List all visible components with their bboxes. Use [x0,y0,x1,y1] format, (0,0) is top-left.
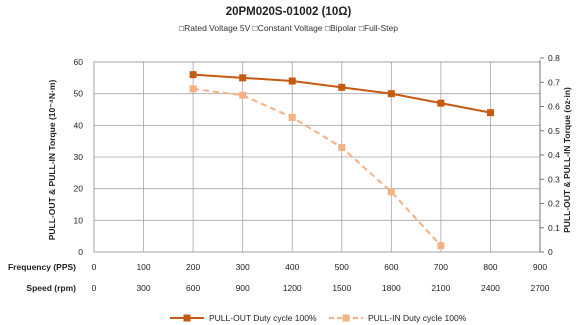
y-right-tick-label: 0.3 [548,174,560,184]
legend-item-pull-out: PULL-OUT Duty cycle 100% [170,313,317,323]
grid-lines [93,61,541,253]
speed-tick-label: 900 [236,283,250,293]
y-right-tick-label: 0.4 [548,150,560,160]
series-pull-out [189,71,494,117]
series-layer [189,71,494,250]
x-tick-label: 300 [236,262,250,272]
data-point-marker [338,144,346,151]
chart-subtitle: □Rated Voltage 5V □Constant Voltage □Bip… [179,23,398,33]
right-axis: 0 0.1 0.2 0.3 0.4 0.5 0.6 0.7 0.8 [539,53,560,257]
data-point-marker [288,77,296,85]
legend-swatch-marker [342,314,350,322]
y-left-tick-label: 40 [74,120,84,130]
speed-axis: 0 300 600 900 1200 1500 1800 2100 2400 2700 [92,283,550,293]
y-right-tick-label: 0.5 [548,126,560,136]
x-tick-label: 200 [186,262,200,272]
speed-tick-label: 600 [186,283,200,293]
y-left-tick-label: 30 [74,152,84,162]
legend-item-pull-in: PULL-IN Duty cycle 100% [329,313,467,323]
data-point-marker [239,74,247,82]
speed-axis-label: Speed (rpm) [26,283,76,293]
data-point-marker [437,99,445,107]
data-point-marker [387,90,395,98]
y-right-tick-label: 0.6 [548,102,560,112]
x-tick-label: 500 [335,262,349,272]
y-right-tick-label: 0 [548,247,553,257]
x-tick-label: 400 [285,262,299,272]
y-left-tick-label: 0 [78,247,83,257]
legend-label-pull-out: PULL-OUT Duty cycle 100% [209,313,317,323]
speed-tick-label: 1200 [283,283,302,293]
speed-tick-label: 1500 [332,283,351,293]
legend-swatch-marker [183,314,191,322]
x-tick-label: 0 [92,262,97,272]
data-point-marker [288,113,296,121]
y-right-tick-label: 0.7 [548,77,560,87]
chart-title: 20PM020S-01002 (10Ω) [225,6,352,18]
frequency-axis: 0 100 200 300 400 500 600 700 800 900 [92,262,548,272]
legend: PULL-OUT Duty cycle 100% PULL-IN Duty cy… [170,313,467,323]
series-line [192,87,442,247]
y-left-tick-label: 10 [74,215,84,225]
x-tick-label: 600 [384,262,398,272]
speed-tick-label: 2400 [481,283,500,293]
data-point-marker [437,242,445,250]
x-tick-label: 800 [483,262,497,272]
speed-tick-label: 2100 [431,283,450,293]
data-point-marker [387,188,395,196]
speed-tick-label: 1800 [382,283,401,293]
y-right-tick-label: 0.2 [548,199,560,209]
y-left-tick-label: 60 [74,57,84,67]
y-left-tick-label: 50 [74,89,84,99]
y-right-tick-label: 0.8 [548,53,560,63]
speed-tick-label: 0 [92,283,97,293]
speed-tick-label: 2700 [531,283,550,293]
x-tick-label: 100 [136,262,150,272]
series-pull-in [189,85,445,250]
speed-tick-label: 300 [136,283,150,293]
y-axis-right-label: PULL-OUT & PULL-IN Torque (oz·in) [562,87,572,233]
x-tick-label: 700 [434,262,448,272]
y-right-tick-label: 0.1 [548,223,560,233]
data-point-marker [338,83,346,91]
y-left-tick-label: 20 [74,184,84,194]
data-point-marker [189,71,197,79]
x-tick-label: 900 [533,262,547,272]
frequency-axis-label: Frequency (PPS) [8,262,76,272]
y-axis-left-label: PULL-OUT & PULL-IN Torque (10⁻⁴N·m) [47,80,57,241]
left-axis: 0 10 20 30 40 50 60 [74,57,84,257]
data-point-marker [486,109,494,117]
data-point-marker [239,91,247,99]
data-point-marker [189,85,197,93]
legend-label-pull-in: PULL-IN Duty cycle 100% [368,313,467,323]
